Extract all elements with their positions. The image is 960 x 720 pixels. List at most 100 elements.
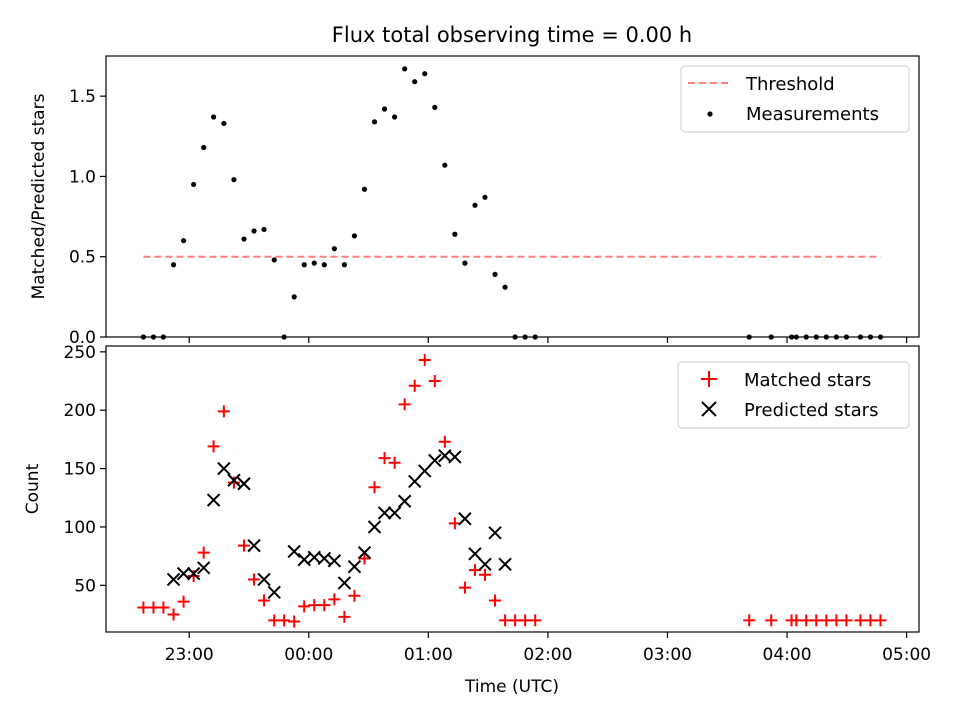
predicted-stars-point — [186, 566, 201, 581]
y-tick-label: 0.0 — [69, 328, 96, 348]
x-axis-label: Time (UTC) — [464, 677, 559, 697]
matched-stars-point — [318, 599, 331, 612]
predicted-stars-point — [176, 566, 191, 581]
measurement-point — [823, 334, 829, 340]
matched-stars-point — [348, 589, 361, 602]
x-tick-label: 02:00 — [523, 645, 572, 665]
matched-stars-point — [237, 539, 250, 552]
y-tick-label: 150 — [64, 460, 96, 480]
count-panel: 50 100 150 200 250 23:00 00:00 01:00 02:00 03:00 0… — [64, 343, 932, 665]
predicted-stars-point — [448, 450, 462, 464]
matched-stars-point — [298, 600, 311, 613]
measurement-point — [351, 233, 358, 239]
matched-stars-point — [840, 614, 853, 627]
matched-stars-point — [820, 614, 833, 627]
top-y-axis-label: Matched/Predicted stars — [29, 93, 49, 299]
matched-stars-point — [258, 594, 271, 607]
predicted-stars-point — [327, 554, 342, 568]
measurement-point — [843, 334, 850, 340]
predicted-stars-point — [418, 464, 432, 478]
matched-stars-point — [874, 614, 887, 627]
matched-stars-point — [378, 452, 391, 465]
measurement-point — [793, 334, 799, 340]
matched-stars-point — [398, 398, 411, 411]
matched-stars-point — [854, 614, 867, 627]
matched-stars-point — [800, 614, 813, 627]
axes-frame — [105, 345, 920, 633]
measurement-point — [331, 246, 337, 252]
measurement-point — [221, 120, 227, 127]
matched-stars-point — [408, 379, 421, 392]
predicted-stars-point — [468, 547, 482, 561]
measurement-point — [150, 334, 157, 340]
measurement-point — [392, 114, 398, 120]
predicted-stars-point — [357, 545, 372, 560]
y-tick-label: 1.5 — [69, 87, 96, 107]
y-tick-label: 250 — [64, 343, 96, 363]
predicted-stars-point — [478, 557, 492, 572]
matched-stars-point — [328, 593, 341, 606]
predicted-stars-point — [287, 544, 301, 559]
measurement-point — [301, 262, 307, 268]
x-tick-label: 23:00 — [165, 645, 214, 665]
predicted-stars-point — [347, 559, 362, 574]
measurement-point — [180, 238, 187, 244]
threshold-legend-label: Threshold — [745, 74, 835, 95]
measurement-point — [291, 294, 297, 300]
y-tick-label: 200 — [64, 401, 96, 421]
chart-title: Flux total observing time = 0.00 h — [332, 23, 692, 47]
x-tick-label: 05:00 — [882, 645, 931, 665]
predicted-stars-point — [317, 551, 332, 566]
measurement-point — [231, 177, 237, 183]
predicted-legend-swatch — [701, 401, 717, 417]
measurement-point — [857, 334, 864, 340]
matched-stars-point — [308, 599, 321, 612]
matched-stars-point — [137, 601, 150, 614]
measurement-point — [462, 260, 468, 266]
matched-stars-point — [388, 456, 401, 469]
predicted-stars-point — [257, 572, 271, 587]
predicted-stars-point — [297, 552, 311, 567]
measurement-point — [422, 71, 428, 77]
matched-stars-point — [864, 614, 877, 627]
predicted-stars-point — [267, 585, 281, 600]
measurement-point — [492, 271, 498, 277]
measurement-point — [251, 228, 257, 234]
measurement-point — [191, 181, 197, 188]
matched-stars-point — [358, 552, 371, 565]
axes-frame — [105, 55, 920, 338]
measurement-point — [241, 236, 247, 242]
measurement-point — [281, 334, 287, 340]
measurement-point — [746, 334, 752, 340]
ratio-legend: Threshold Measurements — [680, 65, 910, 133]
y-tick-label: 50 — [74, 576, 96, 596]
matched-stars-point — [830, 614, 843, 627]
matched-stars-point — [438, 435, 451, 448]
measurement-point — [402, 66, 408, 72]
matched-stars-point — [227, 476, 240, 489]
measurement-point — [768, 334, 774, 340]
measurement-point — [833, 334, 839, 340]
matched-stars-point — [278, 614, 291, 627]
measurement-point — [532, 334, 538, 340]
predicted-stars-point — [428, 453, 442, 468]
predicted-stars-point — [237, 477, 251, 491]
matched-stars-point — [207, 440, 220, 453]
measurement-point — [271, 257, 277, 263]
measurement-point — [452, 231, 458, 237]
y-tick-label: 0.5 — [69, 248, 96, 268]
matched-stars-point — [489, 594, 502, 607]
measurement-point — [472, 202, 478, 208]
matched-stars-point — [288, 615, 301, 628]
measurement-point — [877, 334, 884, 340]
ratio-panel: 0.0 0.5 1.0 1.5 — [69, 55, 920, 348]
predicted-stars-point — [407, 474, 422, 489]
matched-stars-point — [368, 481, 381, 494]
x-tick-label: 03:00 — [643, 645, 692, 665]
measurement-point — [160, 334, 166, 340]
matched-stars-point — [428, 375, 441, 388]
predicted-stars-point — [217, 461, 231, 476]
measurement-point — [442, 162, 448, 168]
measurement-point — [201, 144, 207, 151]
